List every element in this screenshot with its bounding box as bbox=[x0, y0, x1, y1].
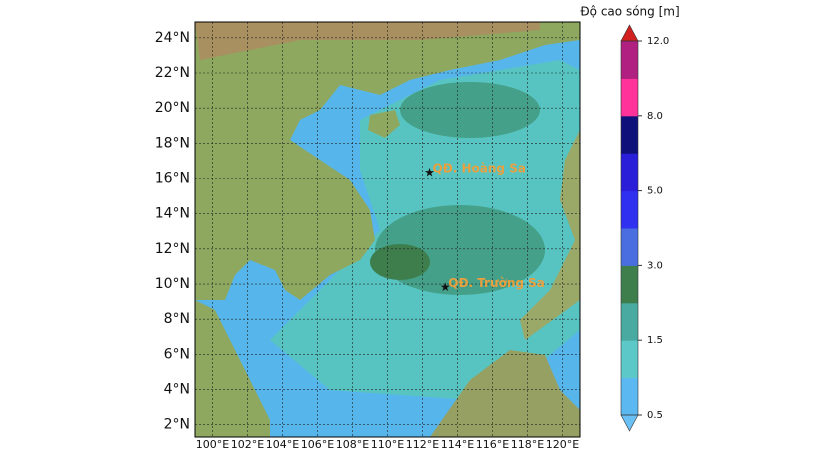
colorbar-segment bbox=[621, 115, 638, 154]
borneo bbox=[430, 350, 580, 437]
lat-label: 20°N bbox=[155, 100, 190, 116]
colorbar-frame bbox=[620, 40, 639, 416]
lon-label: 116°E bbox=[476, 438, 509, 451]
lon-label: 110°E bbox=[371, 438, 404, 451]
colorbar-over bbox=[620, 24, 639, 42]
colorbar-tick-label: 3.0 bbox=[647, 260, 663, 271]
colorbar-segment bbox=[621, 41, 638, 79]
lon-label: 114°E bbox=[441, 438, 474, 451]
colorbar-segment bbox=[621, 377, 638, 416]
colorbar-tick-label: 8.0 bbox=[647, 111, 663, 122]
lat-label: 10°N bbox=[155, 276, 190, 292]
colorbar-under bbox=[620, 414, 639, 432]
lon-label: 104°E bbox=[266, 438, 299, 451]
lat-label: 16°N bbox=[155, 171, 190, 187]
lon-label: 118°E bbox=[511, 438, 544, 451]
lon-label: 112°E bbox=[406, 438, 439, 451]
lat-label: 22°N bbox=[155, 65, 190, 81]
land bbox=[195, 22, 580, 300]
lat-label: 12°N bbox=[155, 241, 190, 257]
colorbar-tick-label: 0.5 bbox=[647, 410, 663, 421]
lon-label: 106°E bbox=[301, 438, 334, 451]
map-frame bbox=[194, 21, 581, 438]
malaya bbox=[195, 300, 270, 437]
colorbar-segment bbox=[621, 302, 638, 341]
colorbar-tick-label: 12.0 bbox=[647, 36, 669, 47]
lat-label: 8°N bbox=[164, 311, 190, 327]
colorbar-segment bbox=[621, 153, 638, 192]
philippines bbox=[520, 130, 580, 340]
colorbar-tick-label: 5.0 bbox=[647, 186, 663, 197]
land-high bbox=[195, 22, 540, 60]
colorbar-segment bbox=[621, 78, 638, 117]
place-marker: ★ bbox=[424, 166, 435, 180]
graticule bbox=[195, 22, 580, 437]
colorbar-segment bbox=[621, 340, 638, 379]
place-label: QĐ. Trường Sa bbox=[448, 276, 545, 290]
lon-label: 100°E bbox=[196, 438, 229, 451]
place-marker: ★ bbox=[440, 280, 451, 294]
lat-label: 18°N bbox=[155, 135, 190, 151]
map bbox=[195, 22, 580, 437]
lat-label: 2°N bbox=[164, 417, 190, 433]
place-label: QĐ. Hoàng Sa bbox=[433, 162, 526, 176]
colorbar-tick-label: 1.5 bbox=[647, 335, 663, 346]
sea-dark bbox=[370, 244, 430, 280]
lon-label: 120°E bbox=[546, 438, 579, 451]
lat-label: 6°N bbox=[164, 346, 190, 362]
lat-label: 4°N bbox=[164, 382, 190, 398]
lat-label: 14°N bbox=[155, 206, 190, 222]
colorbar-segment bbox=[621, 228, 638, 266]
colorbar-title: Độ cao sóng [m] bbox=[580, 5, 679, 19]
sea-green bbox=[400, 82, 540, 138]
lon-label: 108°E bbox=[336, 438, 369, 451]
lat-label: 24°N bbox=[155, 30, 190, 46]
hainan bbox=[368, 110, 400, 138]
lon-label: 102°E bbox=[231, 438, 264, 451]
colorbar-segment bbox=[621, 190, 638, 229]
colorbar-segment bbox=[621, 265, 638, 304]
